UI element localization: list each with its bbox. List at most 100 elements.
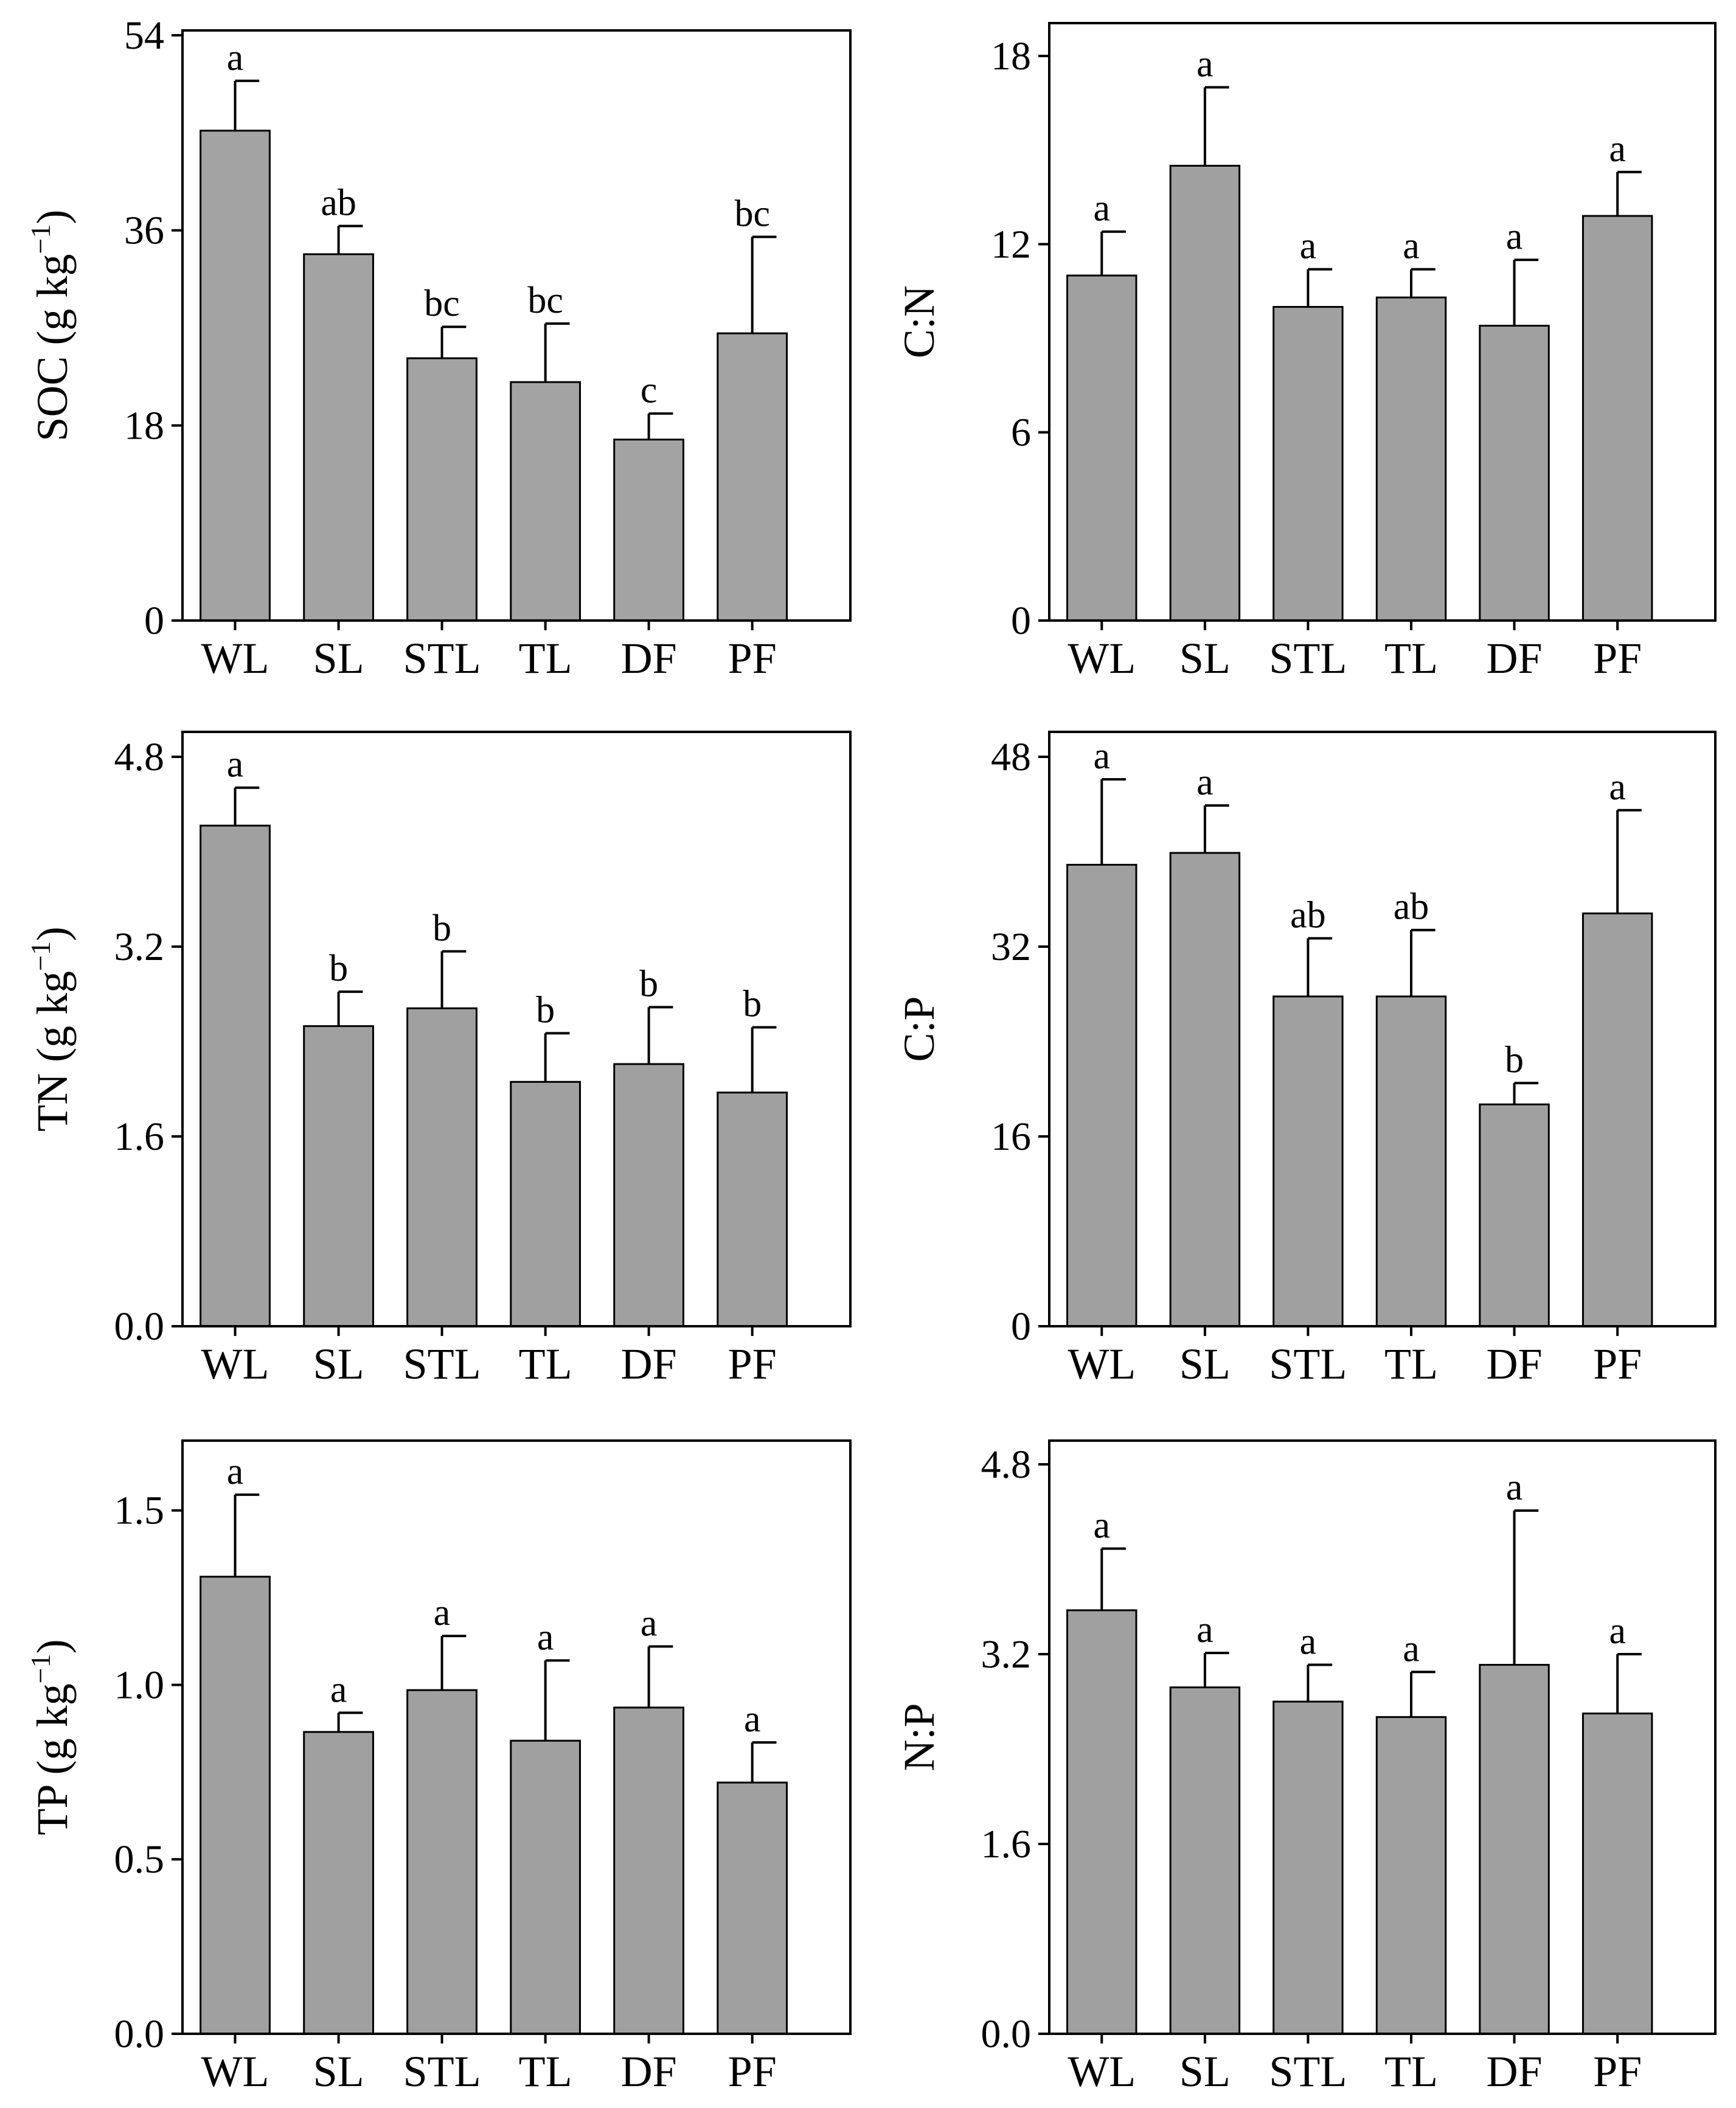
significance-letter-stl: b: [432, 908, 451, 949]
bar-tl: [1375, 995, 1447, 1327]
x-tick-label-stl: STL: [403, 634, 481, 683]
bar-df: [1479, 1664, 1550, 2035]
significance-letter-pf: a: [1609, 767, 1626, 808]
bar-df: [1479, 324, 1550, 622]
x-tick-label-wl: WL: [201, 2047, 269, 2096]
bar-df: [613, 1706, 684, 2035]
bar-pf: [717, 1781, 788, 2035]
significance-letter-pf: a: [1609, 1610, 1626, 1652]
bar-pf: [717, 332, 788, 622]
significance-letter-df: a: [1506, 1467, 1523, 1508]
bar-pf: [717, 1091, 788, 1327]
bar-stl: [406, 1689, 477, 2035]
y-tick-label: 18: [124, 403, 164, 448]
error-bar-tl: [1410, 1671, 1436, 1717]
significance-letter-wl: a: [227, 744, 244, 785]
error-bar-pf: [751, 1026, 777, 1093]
plot-frame: [1048, 731, 1717, 1327]
error-bar-tl: [1410, 268, 1436, 297]
x-tick-label-pf: PF: [728, 634, 777, 683]
x-tick-label-wl: WL: [201, 634, 269, 683]
chart-panel-middle-left: a WL b SL b STL b TL b DF b PF 0.0 1.6 3.2 4.8 TN (g kg−…: [25, 731, 852, 1388]
chart-panel-bottom-right: a WL a SL a STL a TL a DF a PF 0.0 1.6 3.2 4.8 N:P: [895, 1439, 1717, 2096]
bar-tl: [1375, 1716, 1447, 2035]
x-tick-label-tl: TL: [519, 634, 572, 683]
significance-letter-sl: a: [1196, 44, 1213, 85]
x-tick-label-df: DF: [1487, 2047, 1543, 2096]
significance-letter-wl: a: [227, 1451, 244, 1492]
y-tick-label: 1.6: [981, 1822, 1032, 1866]
y-tick-label: 1.6: [114, 1115, 165, 1159]
y-tick-label: 0.0: [114, 2012, 165, 2056]
x-tick-label-stl: STL: [403, 1340, 481, 1388]
x-tick-label-df: DF: [621, 2047, 677, 2096]
x-tick-label-wl: WL: [201, 1340, 269, 1388]
x-tick-label-pf: PF: [1593, 634, 1642, 683]
y-tick-label: 16: [991, 1115, 1031, 1159]
chart-panel-top-left: a WL ab SL bc STL bc TL c DF bc PF 0 18 36 54 SOC (g kg−…: [25, 13, 852, 683]
x-tick-label-stl: STL: [1269, 1340, 1347, 1388]
significance-letter-tl: a: [1403, 226, 1420, 267]
bar-wl: [1066, 274, 1137, 622]
y-axis-title-main: SOC (g kg: [28, 254, 77, 441]
y-tick-label: 6: [1011, 411, 1031, 455]
x-tick-label-df: DF: [1487, 634, 1543, 683]
bar-tl: [510, 381, 582, 622]
bar-sl: [303, 1731, 374, 2035]
y-tick-label: 48: [991, 735, 1031, 779]
y-tick-label: 4.8: [981, 1442, 1032, 1487]
bar-tl: [510, 1739, 582, 2035]
x-tick-label-sl: SL: [1179, 2047, 1231, 2096]
significance-letter-stl: ab: [1290, 894, 1326, 936]
y-axis-title: N:P: [895, 1703, 943, 1771]
error-bar-wl: [234, 786, 260, 826]
significance-letter-tl: ab: [1394, 886, 1429, 928]
y-tick-label: 12: [991, 222, 1031, 266]
error-bar-sl: [337, 1711, 363, 1732]
x-tick-label-stl: STL: [1269, 634, 1347, 683]
x-tick-label-tl: TL: [1384, 634, 1438, 683]
chart-panel-bottom-left: a WL a SL a STL a TL a DF a PF 0.0 0.5 1.0 1.5 TP (g kg−…: [25, 1439, 852, 2096]
significance-letter-df: a: [1506, 216, 1523, 257]
significance-letter-tl: a: [537, 1616, 554, 1658]
error-bar-stl: [440, 1635, 467, 1691]
significance-letter-df: b: [1505, 1039, 1524, 1080]
significance-letter-pf: bc: [734, 193, 770, 234]
y-tick-label: 3.2: [114, 925, 165, 969]
error-bar-sl: [1203, 1652, 1229, 1688]
significance-letter-stl: bc: [424, 283, 460, 324]
y-tick-label: 18: [991, 34, 1031, 78]
bar-sl: [303, 253, 374, 622]
significance-letter-df: c: [641, 370, 658, 411]
error-bar-tl: [544, 1032, 570, 1082]
y-axis-title-main: N:P: [895, 1703, 943, 1771]
x-tick-label-tl: TL: [519, 2047, 572, 2096]
error-bar-stl: [440, 325, 467, 358]
bar-stl: [1272, 995, 1344, 1327]
error-bar-pf: [1616, 170, 1642, 216]
significance-letter-sl: ab: [321, 183, 356, 224]
error-bar-stl: [1307, 1663, 1333, 1702]
significance-letter-pf: a: [744, 1699, 761, 1740]
significance-letter-df: b: [639, 963, 658, 1004]
x-tick-label-sl: SL: [1179, 634, 1231, 683]
y-axis-title: TN (g kg−1): [25, 927, 77, 1132]
x-tick-label-pf: PF: [1593, 2047, 1642, 2096]
y-axis-title-main: TP (g kg: [28, 1683, 77, 1835]
y-tick-label: 32: [991, 925, 1031, 969]
bar-wl: [1066, 863, 1137, 1327]
error-bar-pf: [1616, 1653, 1642, 1714]
significance-letter-wl: a: [1094, 736, 1111, 777]
y-axis-title-main: C:P: [895, 996, 943, 1062]
error-bar-df: [1513, 259, 1539, 326]
x-tick-label-wl: WL: [1068, 1340, 1136, 1388]
y-tick-label: 0: [1011, 599, 1031, 643]
error-bar-tl: [1410, 928, 1436, 997]
bar-pf: [1581, 1713, 1653, 2035]
significance-letter-pf: a: [1609, 128, 1626, 170]
y-tick-label: 0: [144, 599, 164, 643]
error-bar-wl: [1100, 1547, 1126, 1610]
y-axis-title-superscript: −1: [25, 1654, 56, 1683]
significance-letter-wl: a: [1094, 188, 1111, 229]
